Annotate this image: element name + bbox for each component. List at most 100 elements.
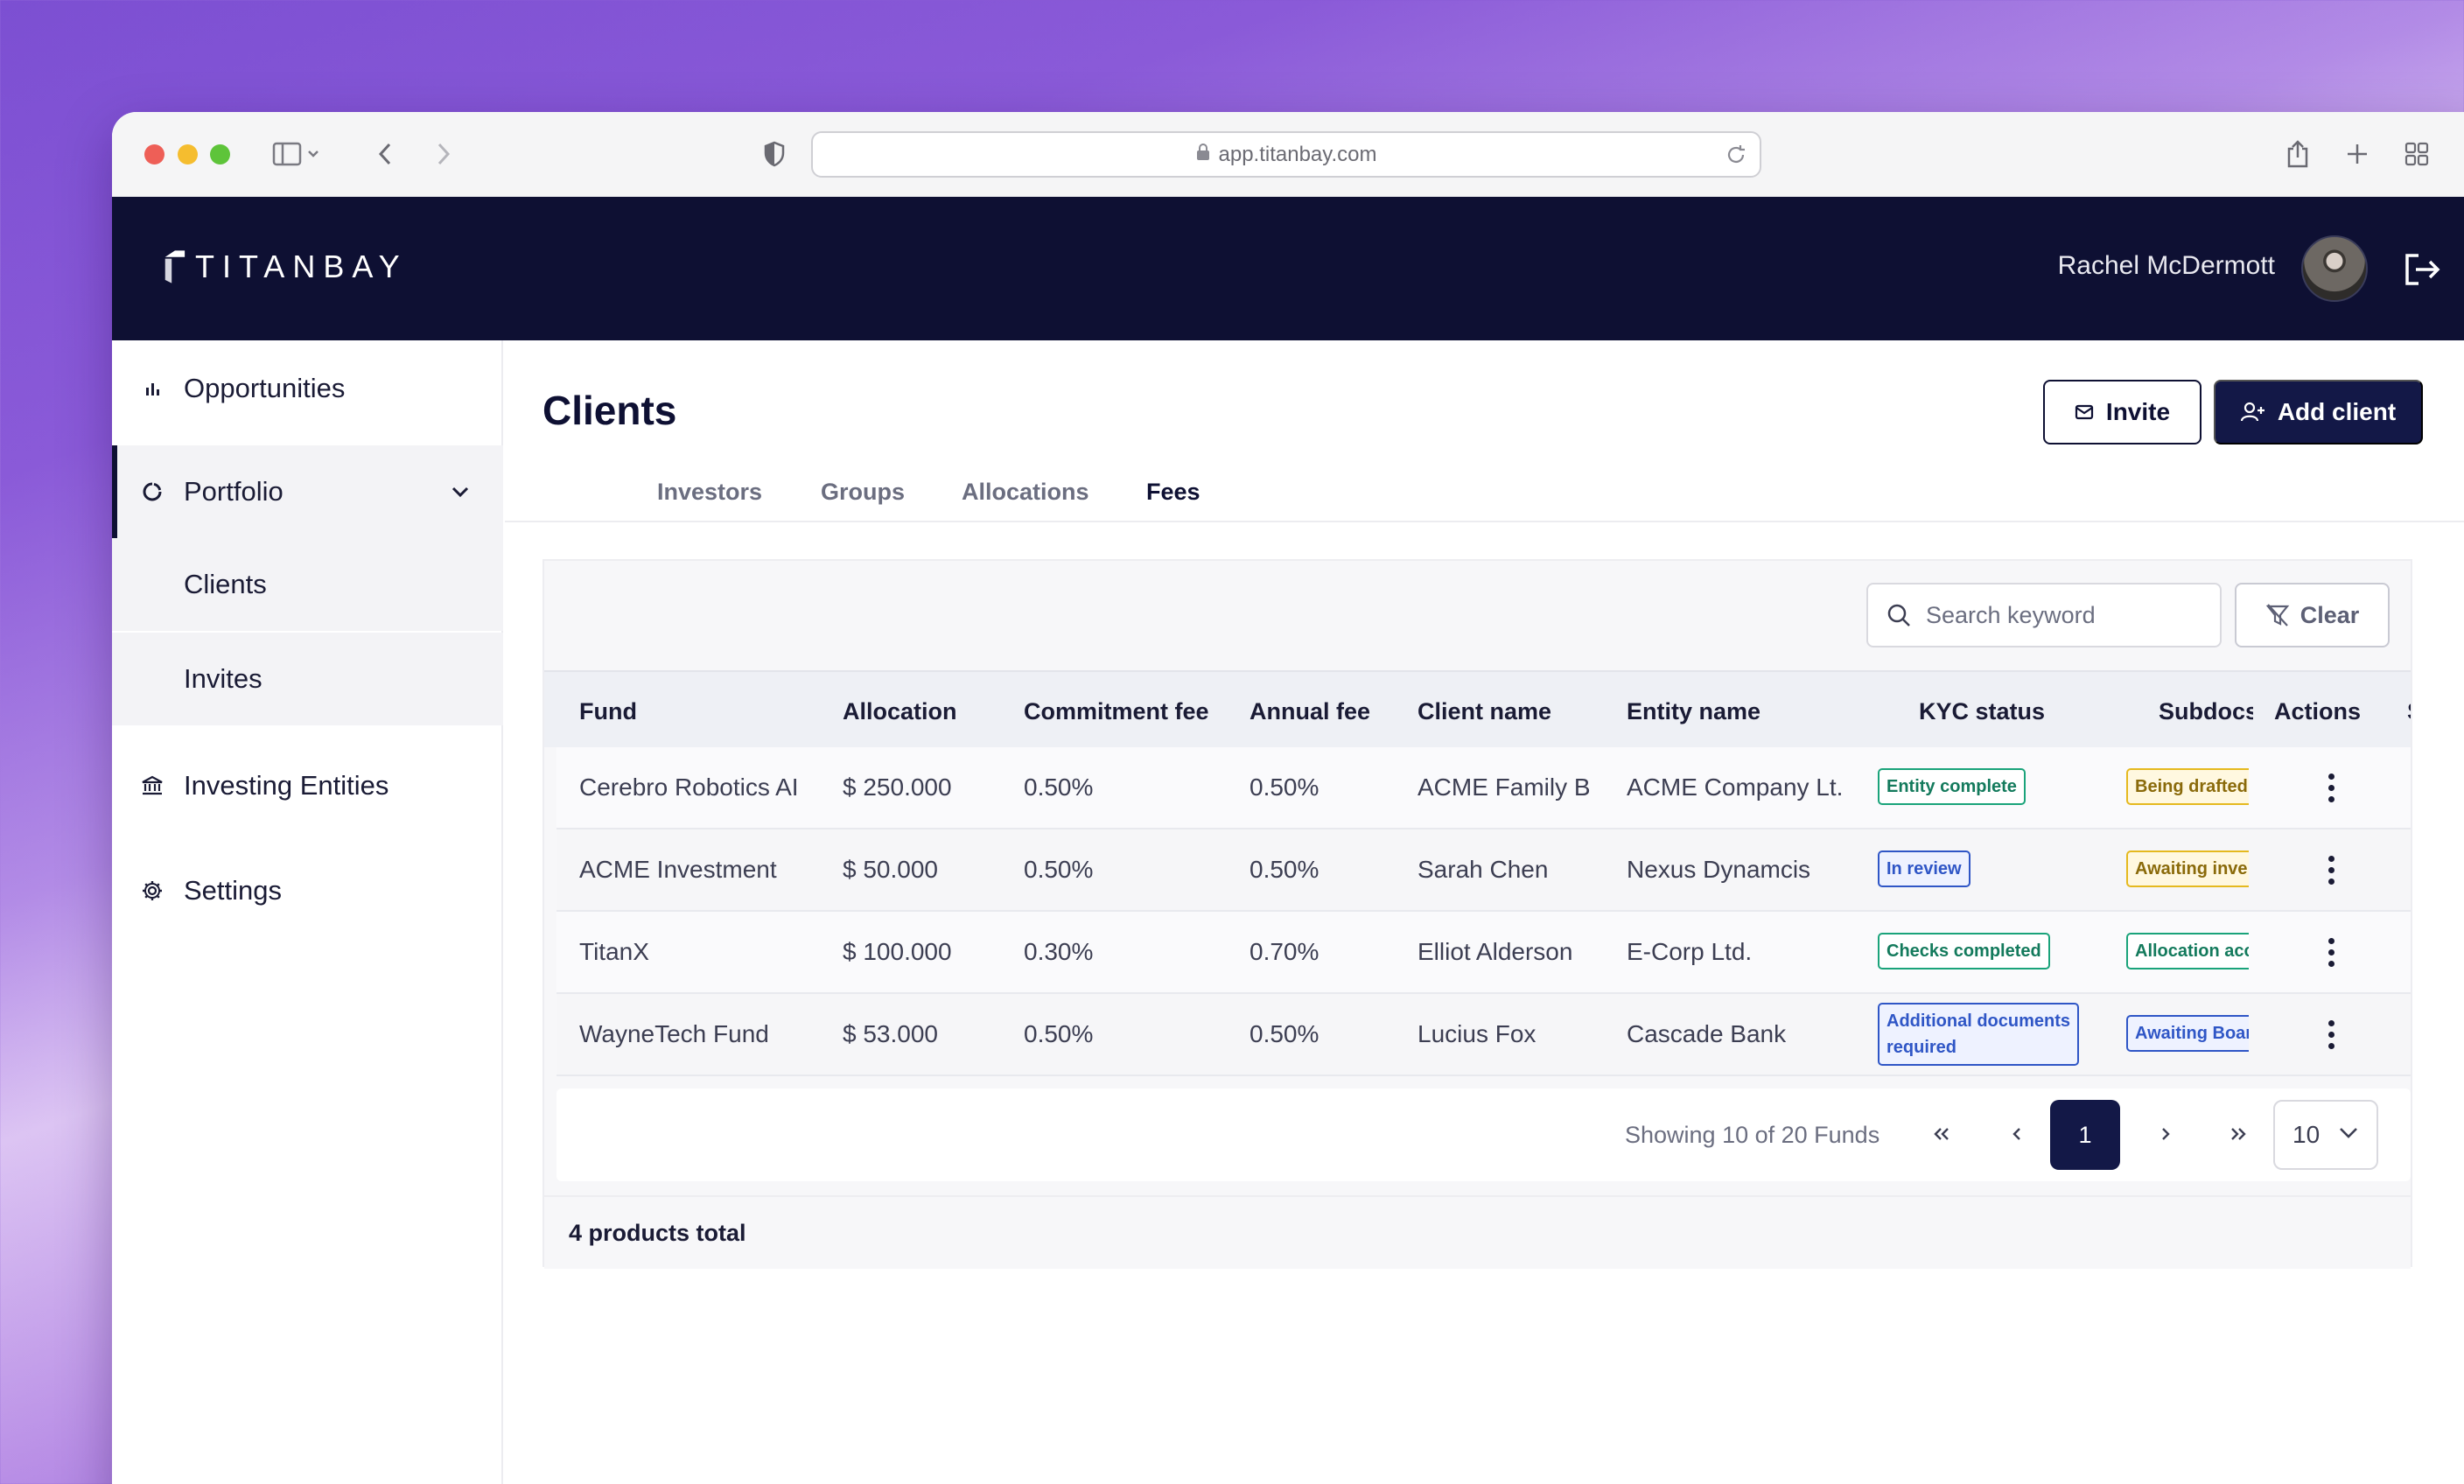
invite-button[interactable]: Invite	[2043, 380, 2202, 444]
kyc-status-badge: Checks completed	[1878, 933, 2050, 970]
titanbay-logo[interactable]: TITANBAY	[162, 248, 408, 286]
zoom-window-button[interactable]	[210, 144, 230, 164]
cell-entity-name: Cascade Bank	[1627, 1020, 1787, 1047]
products-total: 4 products total	[569, 1220, 746, 1246]
sidebar-item-label: Portfolio	[184, 476, 284, 507]
previous-page-icon[interactable]	[2004, 1121, 2030, 1147]
close-window-button[interactable]	[144, 144, 164, 164]
per-page-value: 10	[2292, 1121, 2320, 1148]
sidebar-item-opportunities[interactable]: Opportunities	[112, 342, 503, 435]
subdocs-cell: Awaiting Boar	[2126, 994, 2249, 1076]
more-actions-icon[interactable]	[2328, 1020, 2335, 1050]
table-row[interactable]: Cerebro Robotics AI $ 250.000 0.50% 0.50…	[556, 747, 2411, 830]
subdocs-status-badge: Awaiting inve	[2126, 850, 2249, 887]
logout-icon[interactable]	[2403, 252, 2441, 287]
back-arrow-icon[interactable]	[368, 136, 402, 172]
sidebar-item-portfolio[interactable]: Portfolio	[112, 445, 503, 538]
avatar[interactable]	[2301, 235, 2368, 302]
reload-icon[interactable]	[1725, 144, 1747, 172]
fees-table-panel: Search keyword Clear Fund Allocation Com…	[542, 559, 2412, 1269]
cell-entity-name: Nexus Dynamcis	[1627, 856, 1811, 883]
main-content: Clients Invite Add client Investors Grou…	[505, 340, 2464, 1484]
clear-button-label: Clear	[2300, 601, 2360, 628]
table-body: Cerebro Robotics AI $ 250.000 0.50% 0.50…	[556, 747, 2411, 1076]
subdocs-cell: Being drafted	[2126, 747, 2249, 830]
url-text: app.titanbay.com	[1218, 142, 1377, 166]
first-page-icon[interactable]	[1928, 1121, 1955, 1147]
sidebar-toggle-icon[interactable]	[270, 136, 304, 172]
sidebar-subitem-clients[interactable]: Clients	[112, 538, 503, 631]
share-icon[interactable]	[2280, 136, 2315, 172]
cell-fund: Cerebro Robotics AI	[579, 774, 799, 801]
per-page-select[interactable]: 10	[2273, 1100, 2378, 1170]
more-actions-icon[interactable]	[2328, 938, 2335, 968]
more-actions-icon[interactable]	[2328, 774, 2335, 803]
chevron-down-icon	[2340, 1128, 2357, 1138]
table-row[interactable]: WayneTech Fund $ 53.000 0.50% 0.50% Luci…	[556, 994, 2411, 1076]
shield-icon[interactable]	[757, 136, 792, 172]
sidebar-item-label: Settings	[184, 875, 283, 906]
column-header-kyc-status[interactable]: KYC status	[1919, 698, 2046, 724]
pagination: Showing 10 of 20 Funds 1 10	[556, 1088, 2411, 1181]
mail-icon	[2075, 404, 2094, 420]
subdocs-cell: Allocation acc	[2126, 912, 2249, 994]
cell-allocation: $ 250.000	[843, 774, 952, 801]
tab-overview-icon[interactable]	[2399, 136, 2434, 172]
minimize-window-button[interactable]	[178, 144, 198, 164]
bank-icon	[138, 772, 166, 800]
donut-icon	[138, 478, 166, 506]
tab-groups[interactable]: Groups	[821, 479, 906, 505]
chevron-down-icon[interactable]	[447, 479, 473, 505]
tab-fees[interactable]: Fees	[1146, 479, 1200, 505]
column-header-truncated: S	[2407, 698, 2411, 725]
sidebar-item-settings[interactable]: Settings	[112, 844, 503, 937]
sidebar-subitem-label: Invites	[184, 663, 262, 694]
cell-annual-fee: 0.50%	[1250, 774, 1320, 801]
sidebar-item-investing-entities[interactable]: Investing Entities	[112, 739, 503, 832]
address-bar[interactable]: app.titanbay.com	[811, 131, 1761, 178]
invite-button-label: Invite	[2105, 398, 2171, 425]
sidebar-subitem-label: Clients	[184, 569, 267, 599]
cell-client-name: Sarah Chen	[1418, 856, 1549, 883]
tab-bar: Investors Groups Allocations Fees	[505, 479, 2464, 522]
chevron-down-icon[interactable]	[303, 136, 324, 172]
subdocs-status-badge: Being drafted	[2126, 768, 2249, 805]
sidebar-item-label: Opportunities	[184, 373, 346, 403]
sidebar-subitem-invites[interactable]: Invites	[112, 633, 503, 725]
column-header-annual-fee[interactable]: Annual fee	[1250, 698, 1371, 724]
current-page-button[interactable]: 1	[2050, 1100, 2120, 1170]
next-page-icon[interactable]	[2152, 1121, 2179, 1147]
column-header-commitment-fee[interactable]: Commitment fee	[1024, 698, 1209, 724]
new-tab-icon[interactable]	[2340, 136, 2375, 172]
add-client-button[interactable]: Add client	[2214, 380, 2423, 444]
cell-client-name: Elliot Alderson	[1418, 938, 1573, 965]
cell-commitment-fee: 0.30%	[1024, 938, 1094, 965]
tab-investors[interactable]: Investors	[657, 479, 763, 505]
cell-fund: WayneTech Fund	[579, 1020, 769, 1047]
cell-client-name: ACME Family B	[1418, 774, 1591, 801]
cell-client-name: Lucius Fox	[1418, 1020, 1536, 1047]
bar-chart-icon	[138, 374, 166, 402]
clear-filters-button[interactable]: Clear	[2235, 583, 2390, 648]
table-row[interactable]: ACME Investment $ 50.000 0.50% 0.50% Sar…	[556, 830, 2411, 912]
app-header: TITANBAY Rachel McDermott	[112, 197, 2464, 340]
tab-allocations[interactable]: Allocations	[962, 479, 1089, 505]
kyc-status-badge: Entity complete	[1878, 768, 2026, 805]
brand-name: TITANBAY	[195, 248, 408, 284]
column-header-subdocs[interactable]: Subdocs	[2159, 698, 2253, 724]
search-input[interactable]: Search keyword	[1866, 583, 2222, 648]
search-icon	[1887, 604, 1910, 626]
cell-entity-name: E-Corp Ltd.	[1627, 938, 1753, 965]
column-header-client-name[interactable]: Client name	[1418, 698, 1552, 724]
last-page-icon[interactable]	[2225, 1121, 2251, 1147]
table-row[interactable]: TitanX $ 100.000 0.30% 0.70% Elliot Alde…	[556, 912, 2411, 994]
forward-arrow-icon[interactable]	[426, 136, 461, 172]
column-header-fund[interactable]: Fund	[579, 698, 637, 724]
lock-icon	[1196, 143, 1210, 167]
column-header-entity-name[interactable]: Entity name	[1627, 698, 1761, 724]
column-header-allocation[interactable]: Allocation	[843, 698, 957, 724]
cell-fund: ACME Investment	[579, 856, 777, 883]
more-actions-icon[interactable]	[2328, 856, 2335, 886]
gear-icon	[138, 877, 166, 905]
cell-annual-fee: 0.70%	[1250, 938, 1320, 965]
